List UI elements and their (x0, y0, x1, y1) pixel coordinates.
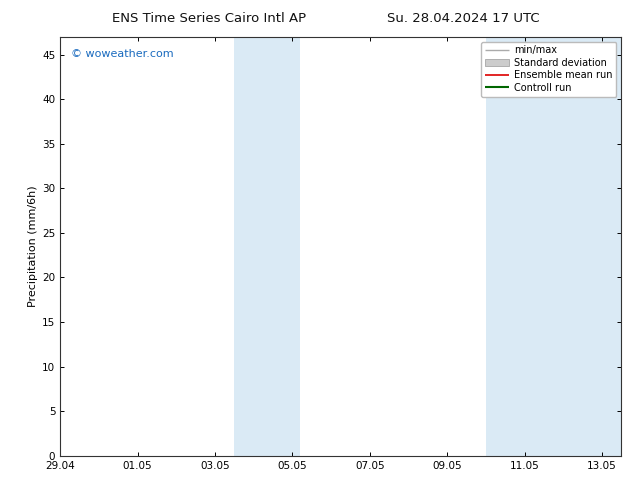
Y-axis label: Precipitation (mm/6h): Precipitation (mm/6h) (28, 185, 38, 307)
Text: © woweather.com: © woweather.com (72, 49, 174, 59)
Bar (486, 37, 621, 456)
Text: Su. 28.04.2024 17 UTC: Su. 28.04.2024 17 UTC (387, 12, 539, 25)
Bar (235, 37, 300, 456)
Text: ENS Time Series Cairo Intl AP: ENS Time Series Cairo Intl AP (112, 12, 306, 25)
Legend: min/max, Standard deviation, Ensemble mean run, Controll run: min/max, Standard deviation, Ensemble me… (481, 42, 616, 97)
